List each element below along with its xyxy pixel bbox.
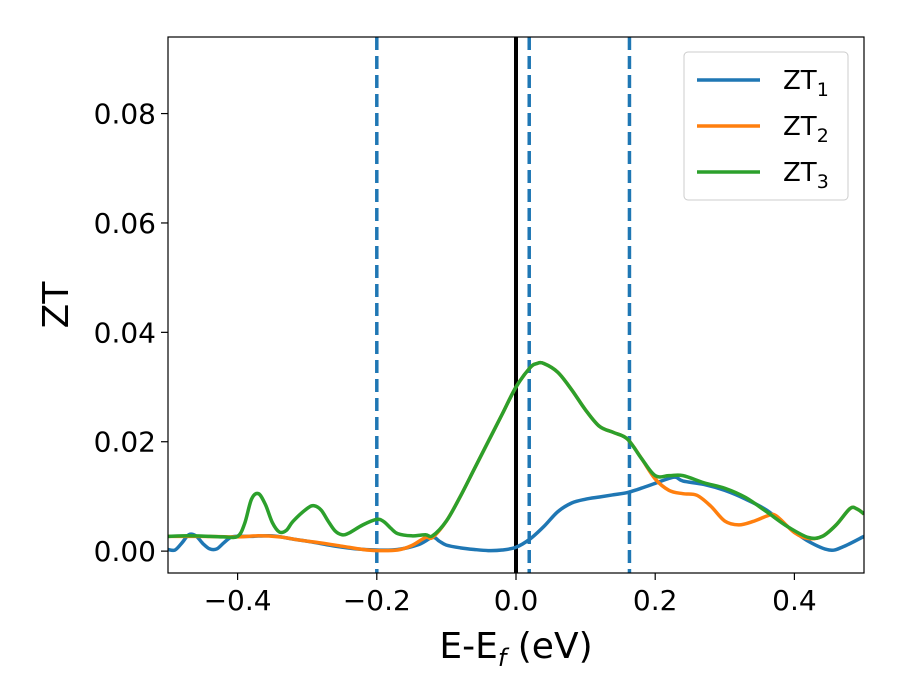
y-tick-label: 0.06	[94, 207, 156, 240]
y-tick-label: 0.08	[94, 98, 156, 131]
series-lines	[168, 360, 864, 553]
y-tick-label: 0.02	[94, 426, 156, 459]
legend-label-zt2: ZT2	[783, 112, 829, 147]
legend: ZT1 ZT2 ZT3	[683, 51, 849, 201]
x-axis-label: E-Ef (eV)	[439, 626, 592, 672]
series-line-zt3	[168, 360, 864, 541]
x-tick-label: 0.2	[633, 584, 678, 617]
x-tick-label: 0.4	[772, 584, 817, 617]
legend-label-zt1: ZT1	[783, 66, 829, 101]
y-axis-label: ZT	[36, 281, 77, 329]
legend-label-zt3: ZT3	[783, 158, 829, 193]
y-tick-label: 0.04	[94, 316, 156, 349]
series-line-zt1	[168, 475, 864, 553]
x-axis-ticks: −0.4 −0.2 0.0 0.2 0.4	[204, 573, 817, 617]
x-tick-label: −0.2	[343, 584, 411, 617]
reference-lines	[375, 37, 632, 573]
y-axis-ticks: 0.00 0.02 0.04 0.06 0.08	[94, 98, 168, 568]
x-tick-label: 0.0	[494, 584, 539, 617]
legend-box	[683, 51, 849, 201]
x-tick-label: −0.4	[204, 584, 272, 617]
y-tick-label: 0.00	[94, 535, 156, 568]
x-axis-label-unit: (eV)	[506, 626, 592, 667]
